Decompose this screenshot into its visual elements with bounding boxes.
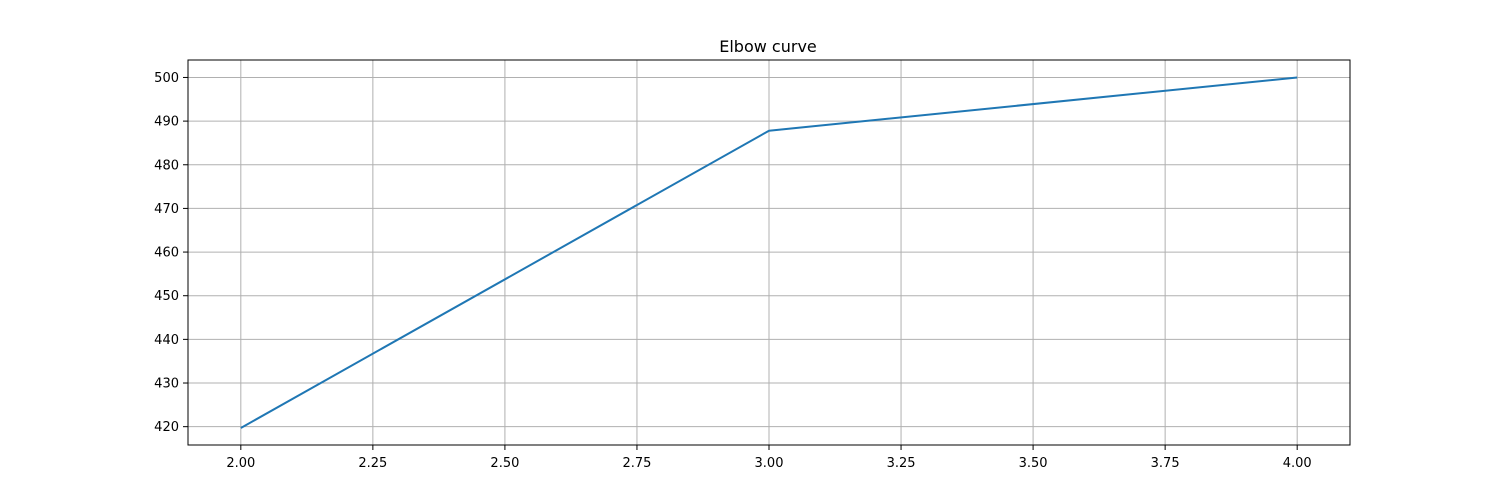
x-tick-label: 2.50 xyxy=(490,456,519,471)
x-tick-label: 3.75 xyxy=(1151,456,1180,471)
y-tick-label: 460 xyxy=(154,246,179,261)
y-tick-label: 440 xyxy=(154,333,179,348)
series-line xyxy=(240,76,1298,429)
y-tick-label: 430 xyxy=(154,377,179,392)
y-tick-label: 480 xyxy=(154,158,179,173)
grid-lines xyxy=(188,60,1350,445)
chart-title: Elbow curve xyxy=(719,37,817,56)
x-tick-label: 2.00 xyxy=(226,456,255,471)
x-tick-label: 3.00 xyxy=(755,456,784,471)
x-axis-ticks: 2.00 2.25 2.50 2.75 3.00 3.25 3.50 3.75 4.00 xyxy=(226,445,1312,471)
x-tick-label: 4.00 xyxy=(1283,456,1312,471)
x-tick-label: 3.50 xyxy=(1019,456,1048,471)
x-tick-label: 3.25 xyxy=(887,456,916,471)
series-layer xyxy=(240,76,1298,429)
x-tick-label: 2.75 xyxy=(622,456,651,471)
y-tick-label: 500 xyxy=(154,71,179,86)
y-tick-label: 470 xyxy=(154,202,179,217)
y-tick-label: 420 xyxy=(154,420,179,435)
y-tick-label: 450 xyxy=(154,289,179,304)
y-tick-label: 490 xyxy=(154,115,179,130)
x-tick-label: 2.25 xyxy=(358,456,387,471)
y-axis-ticks: 420 430 440 450 460 470 480 490 500 xyxy=(154,71,188,435)
